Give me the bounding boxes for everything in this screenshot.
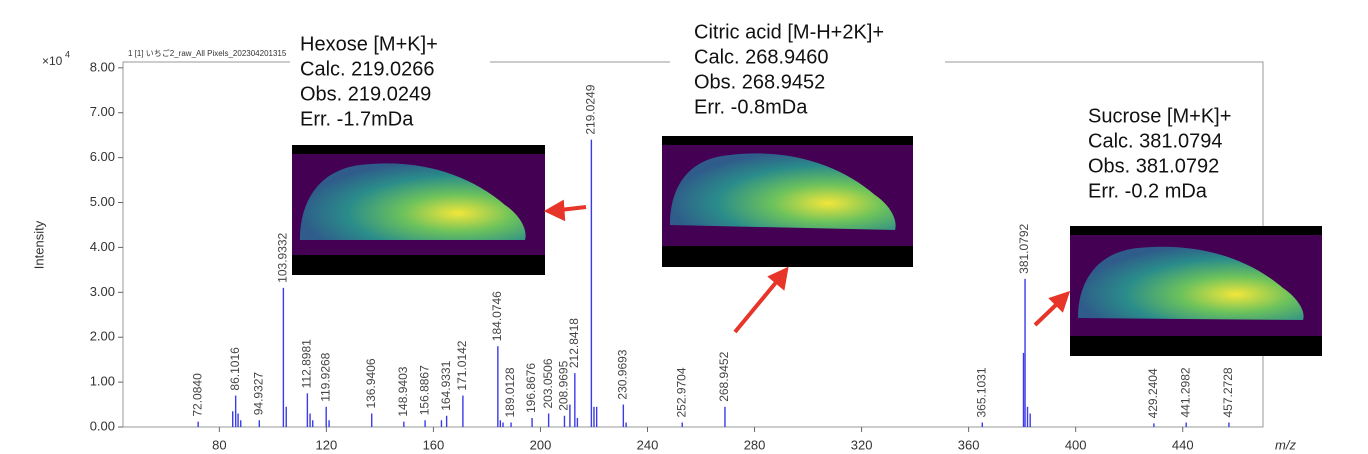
peak-label: 94.9327 — [251, 372, 265, 416]
y-axis-label: Intensity — [31, 220, 46, 269]
annotation-line: Calc. 219.0266 — [300, 58, 435, 80]
x-tick-label: 440 — [1172, 437, 1194, 452]
peak-label: 212.8418 — [567, 318, 581, 368]
peak-label: 381.0792 — [1017, 223, 1031, 273]
y-tick-label: 1.00 — [90, 374, 115, 389]
arrows — [543, 199, 1071, 334]
annotation-line: Calc. 268.9460 — [694, 46, 829, 68]
x-axis-label: m/z — [1275, 437, 1296, 452]
x-tick-label: 360 — [958, 437, 980, 452]
image-sucrose — [1070, 226, 1322, 356]
annotation-line: Obs. 219.0249 — [300, 83, 431, 105]
annotations: Hexose [M+K]+ Calc. 219.0266 Obs. 219.0249… — [300, 21, 1231, 202]
x-tick-label: 320 — [851, 437, 873, 452]
annotation-line: Sucrose [M+K]+ — [1088, 105, 1231, 127]
annotation-line: Err. -0.2 mDa — [1088, 180, 1208, 202]
annotation-line: Err. -0.8mDa — [694, 96, 808, 118]
annotation-line: Hexose [M+K]+ — [300, 33, 438, 55]
peak-label: 441.2982 — [1178, 367, 1192, 417]
y-tick-label: 0.00 — [90, 418, 115, 433]
y-tick-label: 6.00 — [90, 149, 115, 164]
x-tick-label: 280 — [744, 437, 766, 452]
peak-label: 184.0746 — [490, 291, 504, 341]
peak-label: 208.9695 — [557, 360, 571, 410]
peak-label: 171.0142 — [455, 340, 469, 390]
y-tick-label: 3.00 — [90, 284, 115, 299]
y-multiplier: ×10 — [42, 54, 63, 68]
peak-label: 72.0840 — [190, 373, 204, 417]
image-citric-acid — [662, 136, 913, 267]
x-tick-label: 400 — [1065, 437, 1087, 452]
y-tick-label: 5.00 — [90, 194, 115, 209]
annotation-line: Err. -1.7mDa — [300, 108, 414, 130]
peak-label: 219.0249 — [584, 84, 598, 134]
annotation-line: Calc. 381.0794 — [1088, 130, 1223, 152]
annotation-line: Citric acid [M-H+2K]+ — [694, 21, 884, 43]
peak-label: 156.8867 — [417, 365, 431, 415]
plot-area: 0.00 1.00 2.00 3.00 4.00 5.00 6.00 7.00 8.00 80 12… — [90, 59, 1264, 452]
y-multiplier-exponent: 4 — [65, 49, 70, 59]
y-tick-label: 4.00 — [90, 239, 115, 254]
annotation-line: Obs. 268.9452 — [694, 71, 825, 93]
peak-label: 189.0128 — [503, 367, 517, 417]
annotation-bg — [670, 18, 945, 124]
x-tick-label: 240 — [637, 437, 659, 452]
annotation-bg — [290, 28, 490, 136]
peak-label: 86.1016 — [228, 347, 242, 391]
x-tick-label: 160 — [423, 437, 445, 452]
x-tick-label: 120 — [316, 437, 338, 452]
peak-label: 230.9693 — [616, 349, 630, 399]
image-hexose — [292, 145, 545, 275]
peak-label: 268.9452 — [717, 351, 731, 401]
y-tick-label: 8.00 — [90, 59, 115, 74]
y-tick-label: 2.00 — [90, 329, 115, 344]
peak-label: 196.8676 — [524, 363, 538, 413]
annotation-line: Obs. 381.0792 — [1088, 155, 1219, 177]
peak-label: 429.2404 — [1146, 368, 1160, 418]
x-tick-label: 200 — [530, 437, 552, 452]
header: 1 [1] いちご2_raw_All Pixels_202304201315 — [128, 48, 287, 58]
peak-label: 457.2728 — [1221, 367, 1235, 417]
peak-label: 119.9268 — [318, 352, 332, 401]
y-tick-label: 7.00 — [90, 104, 115, 119]
peak-label: 252.9704 — [674, 367, 688, 417]
peak-label: 365.1031 — [974, 367, 988, 417]
peak-label: 148.9403 — [396, 366, 410, 416]
x-tick-label: 80 — [212, 437, 226, 452]
peak-label: 164.9331 — [439, 360, 453, 410]
peak-label: 112.8981 — [300, 339, 314, 388]
peak-label: 136.9406 — [364, 358, 378, 408]
peak-label: 203.0506 — [541, 358, 555, 408]
peak-label: 103.9332 — [276, 232, 290, 282]
